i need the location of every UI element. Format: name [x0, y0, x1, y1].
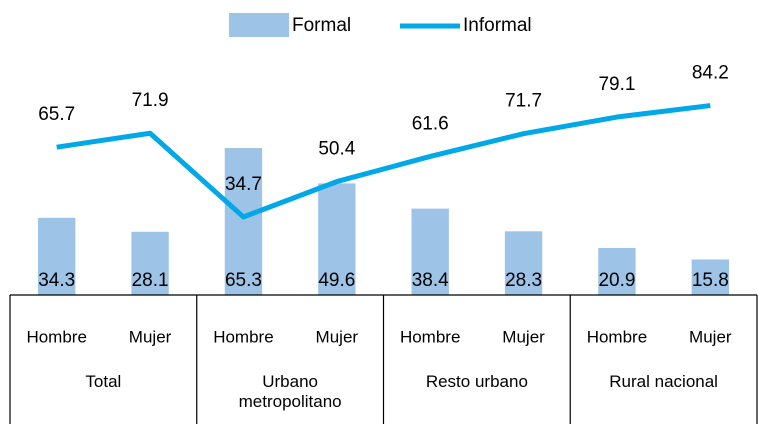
legend-label: Formal: [292, 15, 351, 36]
legend-label: Informal: [463, 15, 532, 36]
bar: [691, 259, 729, 295]
data-label: 84.2: [692, 63, 729, 84]
data-label: 28.3: [505, 270, 542, 291]
data-label: 38.4: [412, 270, 449, 291]
group-label: Urbano metropolitano: [238, 372, 342, 411]
x-tick-label: Hombre: [587, 327, 647, 346]
data-label: 79.1: [598, 74, 635, 95]
group-label: Rural nacional: [609, 372, 718, 391]
bar: [318, 183, 356, 295]
bar: [224, 148, 263, 295]
bar: [598, 247, 636, 295]
data-label: 65.3: [225, 270, 262, 291]
bar: [38, 217, 76, 295]
data-label: 61.6: [412, 113, 449, 134]
x-tick-label: Mujer: [502, 327, 545, 346]
x-tick-label: Mujer: [689, 327, 732, 346]
line: [56, 103, 711, 220]
data-label: 28.1: [132, 270, 169, 291]
bar: [411, 208, 449, 295]
x-tick-label: Hombre: [400, 327, 460, 346]
bar: [131, 231, 169, 295]
data-label: 34.7: [225, 174, 262, 195]
data-label: 71.7: [505, 91, 542, 112]
data-label: 49.6: [318, 270, 355, 291]
data-label: 20.9: [598, 270, 635, 291]
data-label: 34.3: [38, 270, 75, 291]
x-tick-label: Mujer: [129, 327, 172, 346]
bar: [504, 231, 543, 295]
group-label: Total: [85, 372, 122, 391]
data-label: 50.4: [318, 139, 355, 160]
group-label: Resto urbano: [425, 372, 528, 391]
legend-swatch: [229, 13, 289, 37]
data-label: 65.7: [38, 104, 75, 125]
x-tick-label: Hombre: [26, 327, 86, 346]
data-label: 15.8: [692, 270, 729, 291]
x-tick-label: Hombre: [213, 327, 273, 346]
x-tick-label: Mujer: [316, 327, 359, 346]
data-label: 71.9: [132, 90, 169, 111]
